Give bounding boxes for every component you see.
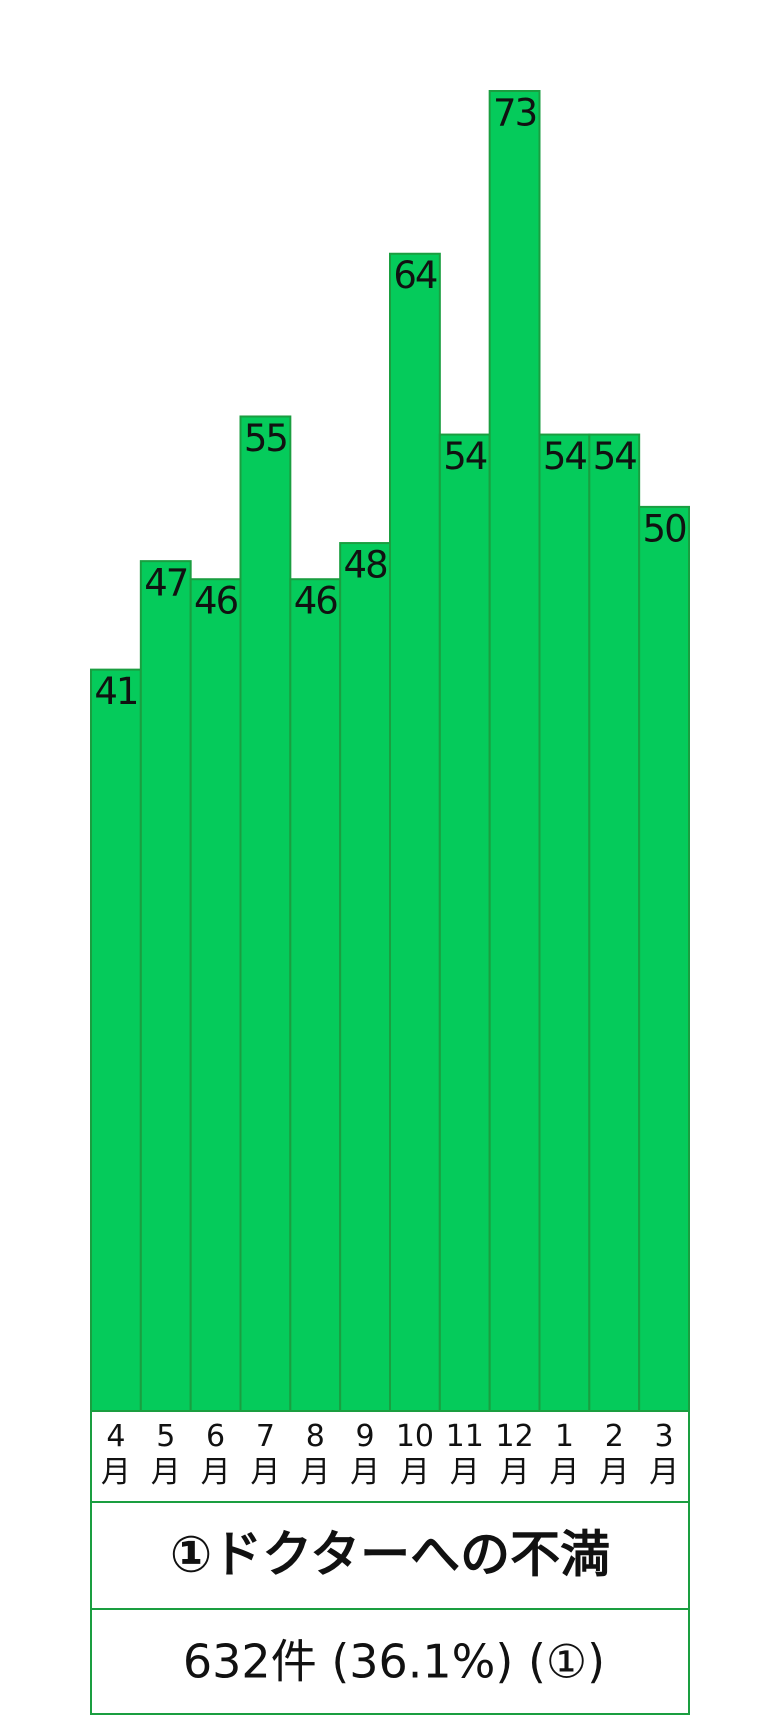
value-label: 46 <box>294 580 338 623</box>
value-label: 41 <box>94 670 137 713</box>
bar <box>339 542 391 1412</box>
bar <box>538 433 591 1412</box>
x-tick-label: 10 月 <box>396 1419 434 1490</box>
value-label: 54 <box>593 435 637 478</box>
value-label: 50 <box>643 507 687 550</box>
x-tick-label: 12 月 <box>495 1419 533 1490</box>
bar <box>488 90 541 1412</box>
value-label: 48 <box>344 544 388 587</box>
bar <box>189 578 242 1412</box>
chart-subtitle: 632件 (36.1%) (①) <box>183 1635 605 1689</box>
label-box <box>90 1410 690 1715</box>
value-label: 47 <box>144 562 187 605</box>
bar <box>438 433 491 1412</box>
value-label: 55 <box>244 417 287 460</box>
value-label: 64 <box>393 254 437 297</box>
bar <box>588 433 641 1412</box>
value-label: 73 <box>493 92 536 135</box>
chart-title: ①ドクターへの不満 <box>170 1526 610 1584</box>
value-label: 46 <box>194 580 238 623</box>
bar <box>90 668 142 1412</box>
value-label: 54 <box>543 435 587 478</box>
x-tick-label: 11 月 <box>446 1419 484 1490</box>
value-label: 54 <box>443 435 487 478</box>
bar <box>638 505 691 1413</box>
bar <box>139 560 192 1412</box>
bar <box>239 415 292 1413</box>
bar <box>389 252 441 1412</box>
bar <box>289 578 342 1412</box>
